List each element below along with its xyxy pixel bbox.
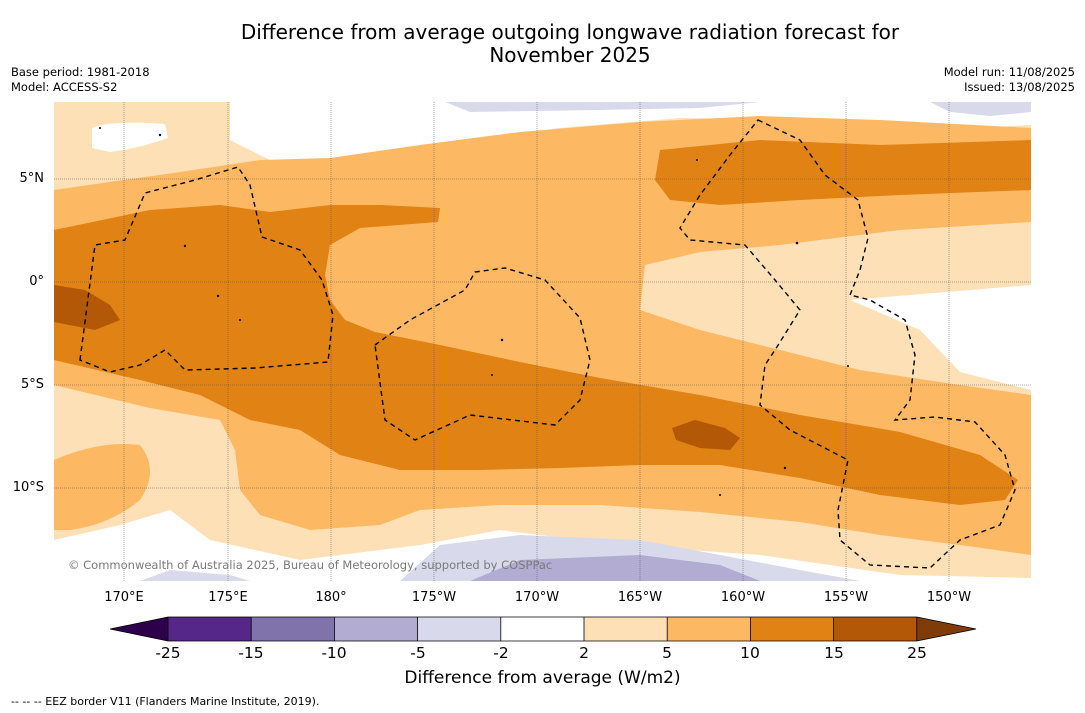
eez-borders	[79, 119, 1016, 569]
lon-label: 175°W	[411, 590, 457, 605]
lon-label: 170°E	[104, 590, 144, 605]
lon-label: 165°W	[617, 590, 663, 605]
colorbar-segment	[750, 617, 834, 641]
contour-15-25-west	[54, 285, 120, 330]
model-name: Model: ACCESS-S2	[11, 79, 118, 94]
colorbar-tick: 5	[662, 644, 672, 662]
title-line-2: November 2025	[489, 43, 651, 67]
colorbar-segment	[500, 617, 584, 641]
colorbar-dividers	[167, 617, 918, 641]
lon-label: 170°W	[514, 590, 560, 605]
contour-purple-south	[470, 555, 760, 581]
contour-white-east	[850, 285, 1031, 390]
colorbar-tick: 10	[740, 644, 760, 662]
colorbar-segment	[168, 617, 252, 641]
eez-tuvalu	[79, 166, 334, 373]
lon-label: 160°W	[720, 590, 766, 605]
issued-date: Issued: 13/08/2025	[964, 79, 1075, 94]
colorbar-segment	[251, 617, 335, 641]
olr-anomaly-map	[54, 102, 1031, 581]
contour-lavender-north	[445, 102, 760, 112]
colorbar-segment	[667, 617, 751, 641]
colorbar-tick: -25	[155, 644, 181, 662]
colorbar-segment	[334, 617, 418, 641]
lat-label: 5°S	[20, 377, 44, 392]
title-line-1: Difference from average outgoing longwav…	[240, 20, 900, 44]
meta-left: Base period: 1981-2018 Model: ACCESS-S2	[11, 65, 150, 94]
graticule	[54, 102, 1031, 581]
copyright-text: © Commonwealth of Australia 2025, Bureau…	[68, 558, 553, 572]
colorbar-extend-low	[110, 617, 168, 641]
eez-cook-islands	[679, 119, 1016, 569]
lat-label: 10°S	[12, 480, 44, 495]
contour-15-25-central	[672, 420, 740, 450]
contour-10-15-north	[655, 140, 1031, 205]
eez-footnote: -- -- -- EEZ border V11 (Flanders Marine…	[11, 695, 320, 708]
colorbar-tick: -2	[493, 644, 509, 662]
lon-label: 180°	[315, 590, 347, 605]
lat-label: 0°	[29, 274, 44, 289]
colorbar-segment	[417, 617, 501, 641]
colorbar-segment	[833, 617, 917, 641]
lat-label: 5°N	[19, 171, 45, 186]
meta-right: Model run: 11/08/2025 Issued: 13/08/2025	[944, 65, 1075, 94]
base-period: Base period: 1981-2018	[11, 65, 150, 79]
contour-lavender-sw	[140, 570, 250, 581]
colorbar-label: Difference from average (W/m2)	[404, 668, 681, 688]
contour-lavender-ne	[930, 102, 1031, 116]
colorbar-tick: -5	[410, 644, 426, 662]
colorbar-tick: 15	[824, 644, 844, 662]
lon-label: 175°E	[208, 590, 248, 605]
colorbar	[109, 616, 977, 642]
contour-5-10-sw	[54, 444, 150, 530]
colorbar-segment	[584, 617, 668, 641]
lon-label: 155°W	[823, 590, 869, 605]
map-title: Difference from average outgoing longwav…	[0, 21, 1085, 67]
eez-tokelau	[374, 267, 591, 441]
colorbar-extend-high	[916, 617, 976, 641]
model-run: Model run: 11/08/2025	[943, 65, 1075, 79]
colorbar-tick: 25	[907, 644, 927, 662]
colorbar-tick: -15	[238, 644, 264, 662]
lon-label: 150°W	[926, 590, 972, 605]
islands	[99, 127, 849, 496]
colorbar-tick: 2	[579, 644, 589, 662]
contour-white-north	[230, 102, 1031, 165]
contour-white-islet	[92, 122, 168, 152]
colorbar-tick: -10	[321, 644, 347, 662]
contour-10-15	[54, 205, 1018, 505]
